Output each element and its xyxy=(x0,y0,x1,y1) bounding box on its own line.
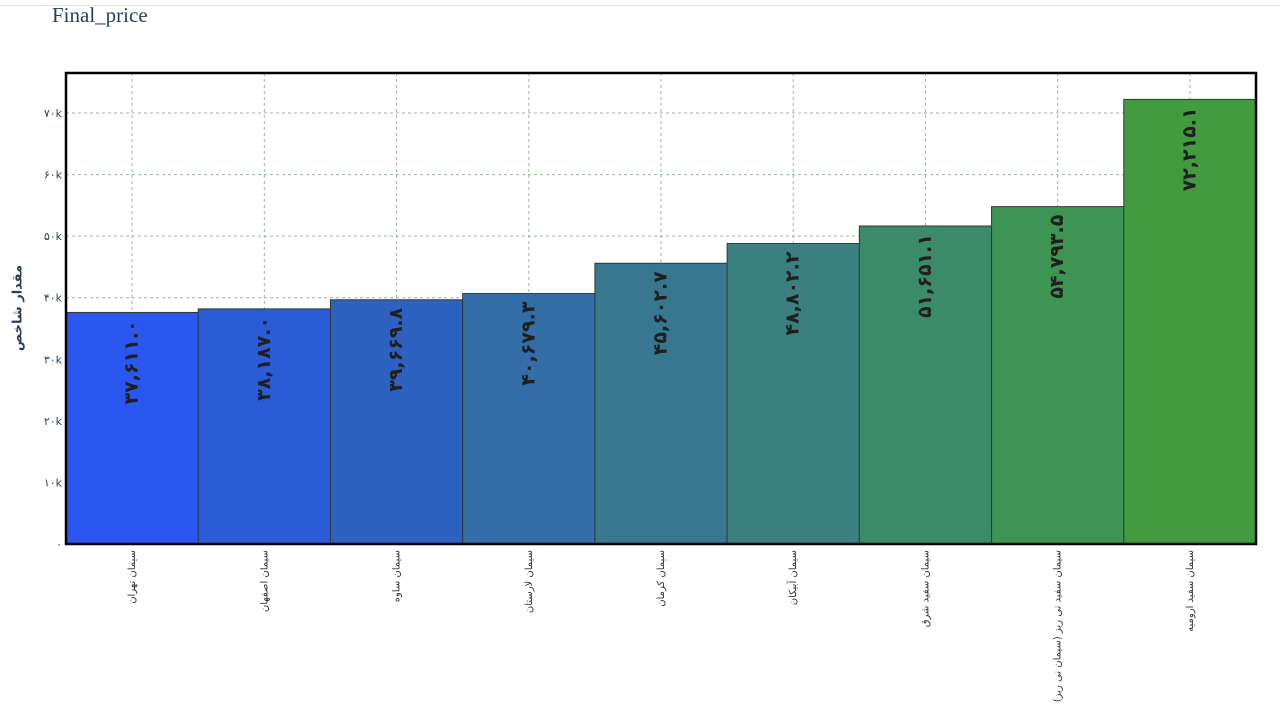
x-category-label: سیمان لارستان xyxy=(524,550,535,613)
bar xyxy=(462,293,596,545)
chart-title: Final_price xyxy=(52,3,148,27)
bar-data-label: ۴۰,۶۷۹.۳ xyxy=(517,301,539,385)
axes: ۰ ۱۰k ۲۰k ۳۰k ۴۰k ۵۰k ۶۰k ۷۰k سیمان تهران سیمان ا… xyxy=(11,107,1196,702)
y-tick-label: ۷۰k xyxy=(44,107,63,120)
y-tick-label: ۰ xyxy=(56,538,62,551)
bar xyxy=(1123,98,1257,545)
bar xyxy=(726,243,860,545)
top-divider xyxy=(0,5,1280,6)
bar-data-label: ۳۹,۶۶۹.۸ xyxy=(385,307,407,391)
bar-data-label: ۵۱,۶۵۱.۱ xyxy=(914,234,936,318)
x-category-label: سیمان کرمان xyxy=(656,550,667,607)
x-category-label: سیمان اصفهان xyxy=(259,550,270,612)
x-category-label: سیمان سفید شرق xyxy=(920,550,931,627)
y-tick-label: ۲۰k xyxy=(44,415,63,428)
bar-data-label: ۴۸,۸۰۲.۲ xyxy=(782,251,804,335)
bar-data-label: ۴۵,۶۰۲.۷ xyxy=(650,271,672,355)
y-tick-label: ۴۰k xyxy=(44,292,63,305)
y-tick-label: ۱۰k xyxy=(44,476,63,489)
plot-frame xyxy=(64,71,1258,546)
bar xyxy=(197,308,331,545)
bar-data-label: ۷۲,۲۱۵.۱ xyxy=(1178,107,1200,191)
y-tick-label: ۵۰k xyxy=(44,230,63,243)
bar-data-label: ۳۸,۱۸۷.۰ xyxy=(253,317,275,401)
bar xyxy=(991,206,1125,545)
y-axis-title: مقدار شاخص xyxy=(11,265,26,351)
bar xyxy=(858,225,993,545)
data-labels: ۳۷,۶۱۱.۰ ۳۸,۱۸۷.۰ ۳۹,۶۶۹.۸ ۴۰,۶۷۹.۳ ۴۵,۶۰۲.۷… xyxy=(121,107,1201,404)
bar-data-label: ۳۷,۶۱۱.۰ xyxy=(121,320,143,404)
y-tick-label: ۳۰k xyxy=(44,353,63,366)
x-category-label: سیمان سفید نی ریز (سیمان نی ریز) xyxy=(1053,550,1064,702)
bar-data-label: ۵۴,۷۹۳.۵ xyxy=(1046,214,1068,298)
x-category-label: سیمان ساوه xyxy=(392,550,403,602)
bar xyxy=(329,299,464,545)
bars xyxy=(65,98,1257,545)
y-tick-label: ۶۰k xyxy=(44,169,63,182)
x-category-label: سیمان تهران xyxy=(127,550,138,604)
bar xyxy=(594,262,728,545)
x-category-label: سیمان سفید ارومیه xyxy=(1185,550,1196,632)
x-category-label: سیمان آبیکان xyxy=(786,550,799,605)
